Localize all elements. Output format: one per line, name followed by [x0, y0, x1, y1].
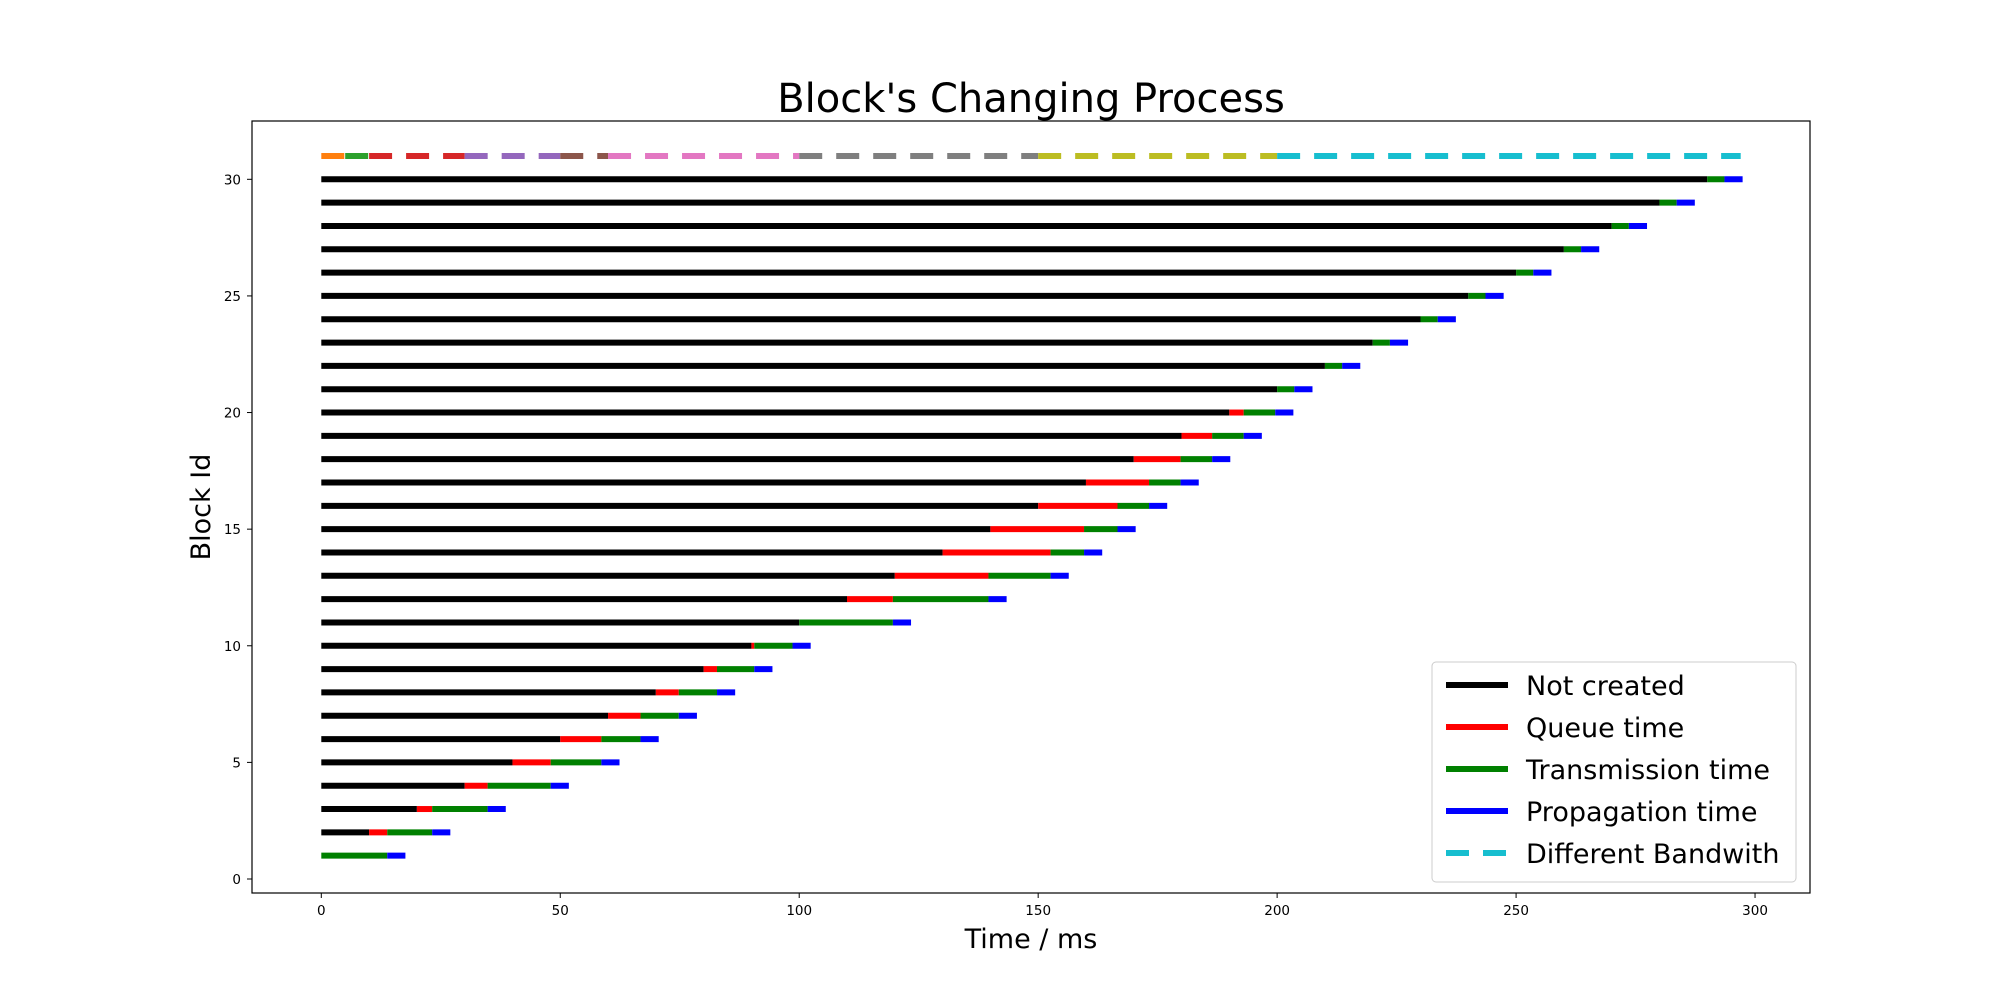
- x-axis-label: Time / ms: [964, 924, 1098, 955]
- chart-title: Block's Changing Process: [777, 76, 1285, 122]
- x-tick-label: 300: [1742, 903, 1768, 919]
- y-tick-label: 0: [232, 872, 241, 888]
- y-axis-label: Block Id: [186, 454, 217, 561]
- legend-label-1: Queue time: [1526, 713, 1684, 744]
- legend-box: [1431, 661, 1797, 883]
- y-tick-label: 20: [224, 406, 241, 422]
- legend: Not created Queue time Transmission time Pr…: [1431, 661, 1797, 883]
- x-tick-label: 250: [1503, 903, 1529, 919]
- y-tick-label: 25: [224, 289, 241, 305]
- x-tick-label: 0: [317, 903, 326, 919]
- y-tick-label: 15: [224, 522, 241, 538]
- x-tick-label: 100: [786, 903, 812, 919]
- plot-area: [321, 152, 1743, 859]
- x-axis: 0 50 100 150 200 250 300: [317, 893, 1768, 919]
- y-tick-label: 5: [232, 755, 241, 771]
- y-tick-label: 30: [224, 172, 241, 188]
- legend-label-4: Different Bandwith: [1526, 839, 1780, 870]
- block-bars: [321, 176, 1743, 859]
- legend-label-3: Propagation time: [1526, 797, 1758, 828]
- legend-label-2: Transmission time: [1525, 755, 1770, 786]
- legend-label-0: Not created: [1526, 671, 1685, 702]
- y-tick-label: 10: [224, 639, 241, 655]
- y-axis: 0 5 10 15 20 25 30: [224, 172, 252, 888]
- plot-frame: [251, 120, 1811, 894]
- x-tick-label: 50: [552, 903, 569, 919]
- x-tick-label: 150: [1025, 903, 1051, 919]
- x-tick-label: 200: [1264, 903, 1290, 919]
